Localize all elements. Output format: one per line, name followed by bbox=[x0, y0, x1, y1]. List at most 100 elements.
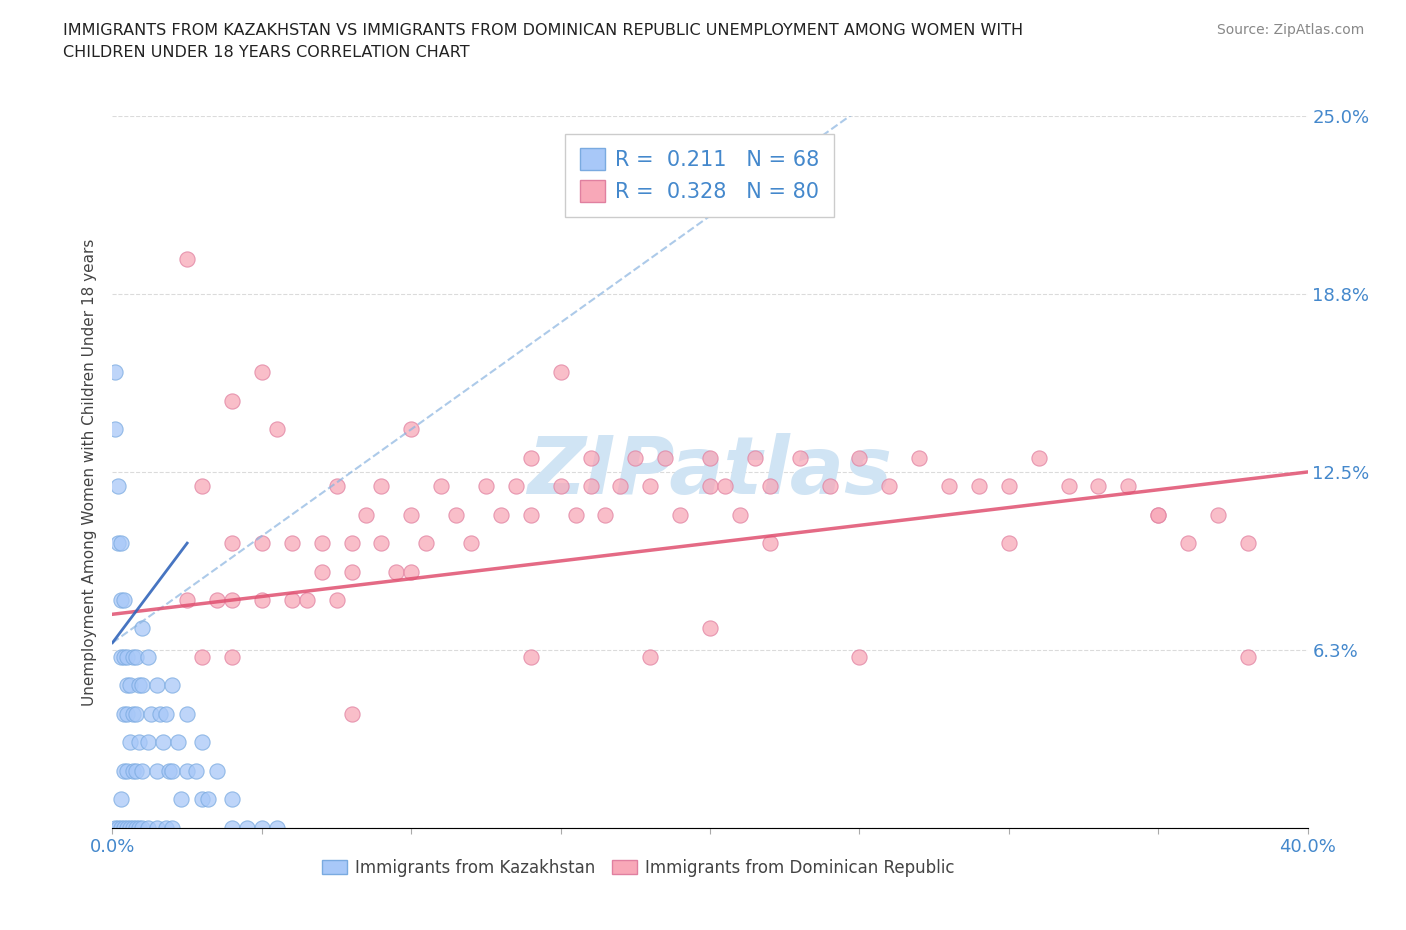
Point bbox=[162, 678, 183, 693]
Point bbox=[107, 536, 129, 551]
Point bbox=[186, 764, 208, 778]
Point bbox=[669, 507, 692, 522]
Point bbox=[1028, 450, 1050, 465]
Point bbox=[1118, 479, 1140, 494]
Point bbox=[155, 820, 177, 835]
Point bbox=[138, 649, 160, 664]
Point bbox=[176, 251, 198, 266]
Point bbox=[1147, 507, 1170, 522]
Point bbox=[609, 479, 631, 494]
Point bbox=[789, 450, 811, 465]
Point bbox=[120, 820, 142, 835]
Legend: Immigrants from Kazakhstan, Immigrants from Dominican Republic: Immigrants from Kazakhstan, Immigrants f… bbox=[315, 852, 962, 883]
Point bbox=[908, 450, 931, 465]
Point bbox=[550, 479, 572, 494]
Point bbox=[759, 479, 782, 494]
Point bbox=[162, 764, 183, 778]
Point bbox=[505, 479, 527, 494]
Point bbox=[325, 592, 347, 607]
Point bbox=[122, 707, 145, 722]
Point bbox=[125, 649, 148, 664]
Point bbox=[640, 649, 662, 664]
Point bbox=[117, 820, 139, 835]
Point bbox=[564, 507, 586, 522]
Point bbox=[848, 649, 870, 664]
Point bbox=[221, 592, 243, 607]
Point bbox=[191, 649, 214, 664]
Point bbox=[401, 507, 423, 522]
Point bbox=[104, 820, 127, 835]
Point bbox=[221, 791, 243, 806]
Point bbox=[114, 592, 135, 607]
Point bbox=[236, 820, 259, 835]
Point bbox=[401, 565, 423, 579]
Point bbox=[460, 536, 482, 551]
Point bbox=[444, 507, 467, 522]
Y-axis label: Unemployment Among Women with Children Under 18 years: Unemployment Among Women with Children U… bbox=[82, 238, 97, 706]
Point bbox=[340, 565, 363, 579]
Point bbox=[848, 450, 870, 465]
Point bbox=[117, 649, 139, 664]
Point bbox=[340, 707, 363, 722]
Point bbox=[1177, 536, 1199, 551]
Point bbox=[356, 507, 378, 522]
Point bbox=[117, 678, 139, 693]
Point bbox=[122, 820, 145, 835]
Point bbox=[128, 678, 150, 693]
Point bbox=[550, 365, 572, 379]
Point bbox=[221, 649, 243, 664]
Point bbox=[176, 707, 198, 722]
Point bbox=[110, 536, 132, 551]
Point bbox=[475, 479, 498, 494]
Point bbox=[191, 791, 214, 806]
Point bbox=[489, 507, 512, 522]
Point bbox=[579, 450, 602, 465]
Point bbox=[699, 621, 721, 636]
Point bbox=[281, 536, 304, 551]
Point bbox=[114, 764, 135, 778]
Point bbox=[266, 820, 288, 835]
Point bbox=[998, 479, 1021, 494]
Point bbox=[120, 735, 142, 750]
Point bbox=[125, 764, 148, 778]
Point bbox=[967, 479, 990, 494]
Point bbox=[998, 536, 1021, 551]
Point bbox=[430, 479, 453, 494]
Point bbox=[131, 621, 153, 636]
Point bbox=[654, 450, 676, 465]
Point bbox=[1147, 507, 1170, 522]
Point bbox=[1206, 507, 1229, 522]
Point bbox=[114, 649, 135, 664]
Point bbox=[520, 450, 543, 465]
Point bbox=[117, 707, 139, 722]
Point bbox=[110, 820, 132, 835]
Point bbox=[149, 707, 172, 722]
Point bbox=[640, 479, 662, 494]
Point bbox=[221, 393, 243, 408]
Point bbox=[311, 536, 333, 551]
Point bbox=[128, 735, 150, 750]
Point bbox=[385, 565, 408, 579]
Point bbox=[728, 507, 751, 522]
Point bbox=[155, 707, 177, 722]
Point bbox=[125, 707, 148, 722]
Point bbox=[170, 791, 193, 806]
Point bbox=[250, 365, 273, 379]
Point bbox=[250, 820, 273, 835]
Point bbox=[595, 507, 617, 522]
Point bbox=[1237, 649, 1260, 664]
Point bbox=[162, 820, 183, 835]
Point bbox=[138, 820, 160, 835]
Point bbox=[120, 678, 142, 693]
Point bbox=[281, 592, 304, 607]
Point bbox=[131, 820, 153, 835]
Point bbox=[221, 536, 243, 551]
Point bbox=[714, 479, 737, 494]
Point bbox=[197, 791, 219, 806]
Point bbox=[104, 422, 127, 437]
Point bbox=[114, 707, 135, 722]
Text: ZIPatlas: ZIPatlas bbox=[527, 433, 893, 511]
Point bbox=[325, 479, 347, 494]
Point bbox=[295, 592, 318, 607]
Point bbox=[744, 450, 766, 465]
